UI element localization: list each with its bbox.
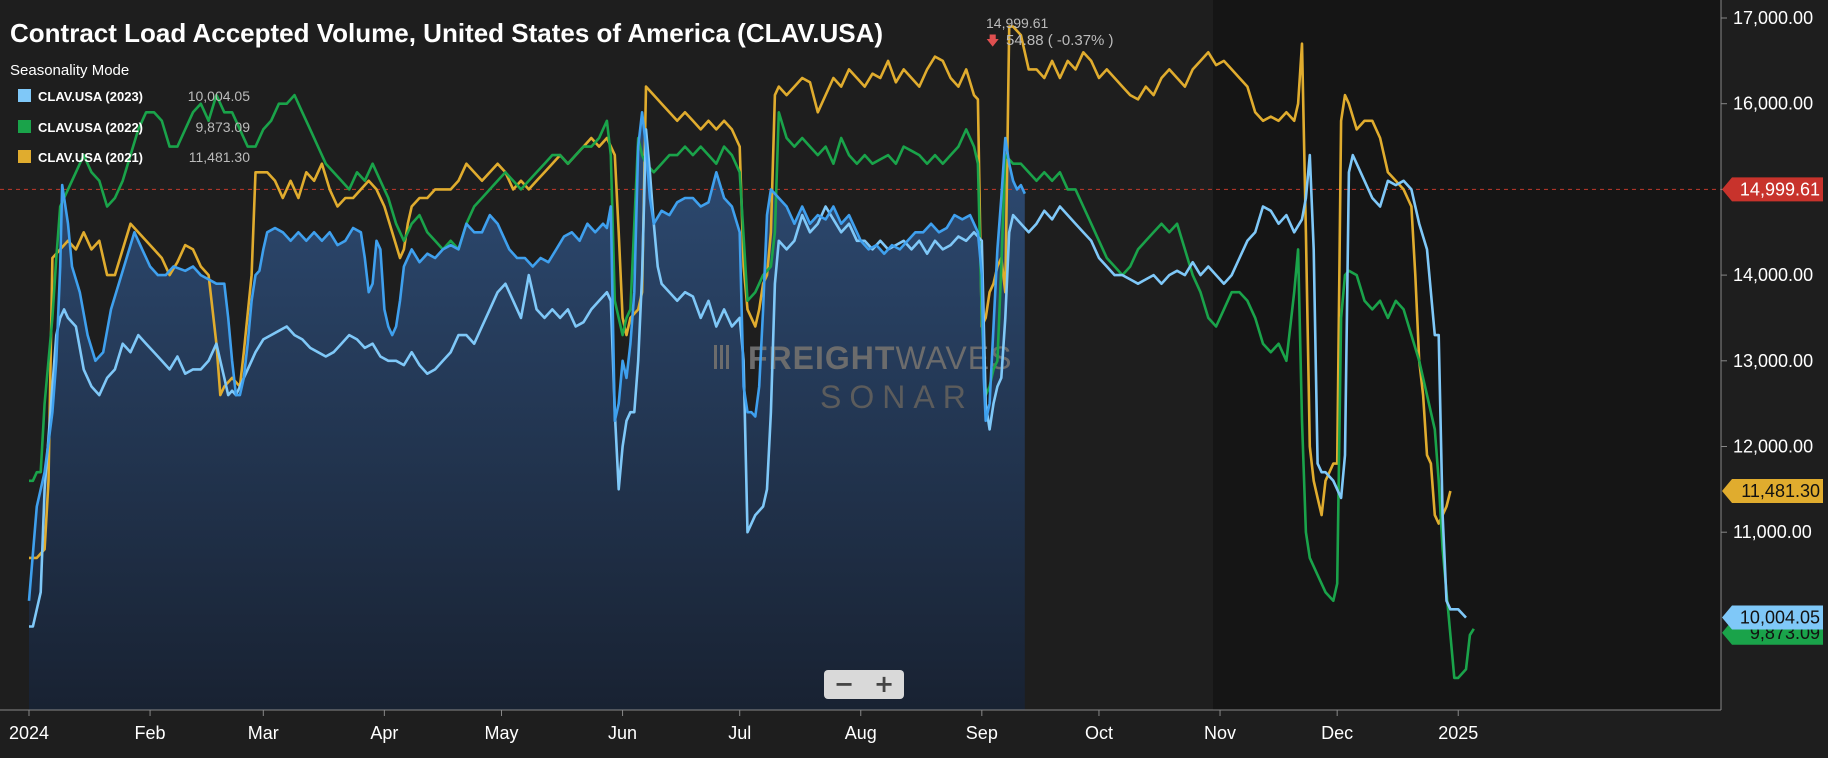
y-tick-label: 11,000.00 <box>1733 522 1812 542</box>
legend-swatch-2023 <box>18 89 31 102</box>
legend-label-2023: CLAV.USA (2023) <box>38 89 143 104</box>
legend-swatch-2021 <box>18 150 31 163</box>
zoom-out-button[interactable]: − <box>833 670 855 698</box>
badge-2023-value-text: 10,004.05 <box>1740 608 1820 628</box>
x-tick-label: 2024 <box>9 723 49 743</box>
badge-current-value: 14,999.61 <box>1722 177 1823 202</box>
x-tick-label: Nov <box>1204 723 1236 743</box>
x-tick-label: Mar <box>248 723 279 743</box>
x-tick-label: Sep <box>966 723 998 743</box>
chart-title: Contract Load Accepted Volume, United St… <box>10 18 883 48</box>
watermark-sonar: SONAR <box>820 379 974 415</box>
x-tick-label: Oct <box>1085 723 1113 743</box>
legend-item-2021[interactable]: CLAV.USA (2021) 11,481.30 <box>18 149 250 165</box>
zoom-control: − + <box>824 670 904 699</box>
zoom-in-button[interactable]: + <box>873 670 895 698</box>
change-down-icon: 🡇 <box>986 33 999 48</box>
x-tick-label: Dec <box>1321 723 1353 743</box>
series-line-2024[interactable] <box>27 111 1026 601</box>
legend-item-2023[interactable]: CLAV.USA (2023) 10,004.05 <box>18 88 250 104</box>
watermark-freight: FREIGHT <box>748 340 895 376</box>
series-line-2022[interactable] <box>29 93 1475 680</box>
x-axis: 2024 Feb Mar Apr May Jun Jul Aug Sep Oct Nov Dec 202… <box>9 710 1478 743</box>
badge-2021-value: 11,481.30 <box>1722 478 1823 503</box>
legend-value-2021: 11,481.30 <box>189 149 250 165</box>
y-tick-label: 14,000.00 <box>1733 265 1813 285</box>
y-tick-label: 17,000.00 <box>1733 8 1813 28</box>
watermark-waves: WAVES <box>895 340 1012 376</box>
legend-item-2022[interactable]: CLAV.USA (2022) 9,873.09 <box>18 119 250 135</box>
x-tick-label: Jul <box>728 723 751 743</box>
badge-2021-value-text: 11,481.30 <box>1741 481 1820 501</box>
badge-2023-value: 10,004.05 <box>1722 605 1823 630</box>
legend-value-2023: 10,004.05 <box>188 88 250 104</box>
y-tick-label: 13,000.00 <box>1733 351 1813 371</box>
seasonality-mode-label: Seasonality Mode <box>10 62 129 79</box>
badge-current-value-text: 14,999.61 <box>1740 179 1820 199</box>
x-tick-label: May <box>484 723 518 743</box>
y-tick-label: 12,000.00 <box>1733 437 1813 457</box>
legend: CLAV.USA (2023) 10,004.05 CLAV.USA (2022… <box>18 88 250 165</box>
legend-swatch-2022 <box>18 120 31 133</box>
legend-value-2022: 9,873.09 <box>196 119 251 135</box>
last-value: 14,999.61 <box>986 15 1048 31</box>
legend-label-2021: CLAV.USA (2021) <box>38 150 143 165</box>
x-tick-label: 2025 <box>1438 723 1478 743</box>
x-tick-label: Aug <box>845 723 877 743</box>
series-line-2023[interactable] <box>29 128 1467 628</box>
future-shade <box>1213 0 1721 710</box>
svg-text:FREIGHTWAVES: FREIGHTWAVES <box>748 340 1012 376</box>
x-tick-label: Apr <box>370 723 398 743</box>
x-tick-label: Jun <box>608 723 637 743</box>
watermark-logo-icon <box>714 345 729 369</box>
x-tick-label: Feb <box>135 723 166 743</box>
y-tick-label: 16,000.00 <box>1733 94 1813 114</box>
legend-label-2022: CLAV.USA (2022) <box>38 120 143 135</box>
change-text: 54.88 ( -0.37% ) <box>1006 32 1114 49</box>
